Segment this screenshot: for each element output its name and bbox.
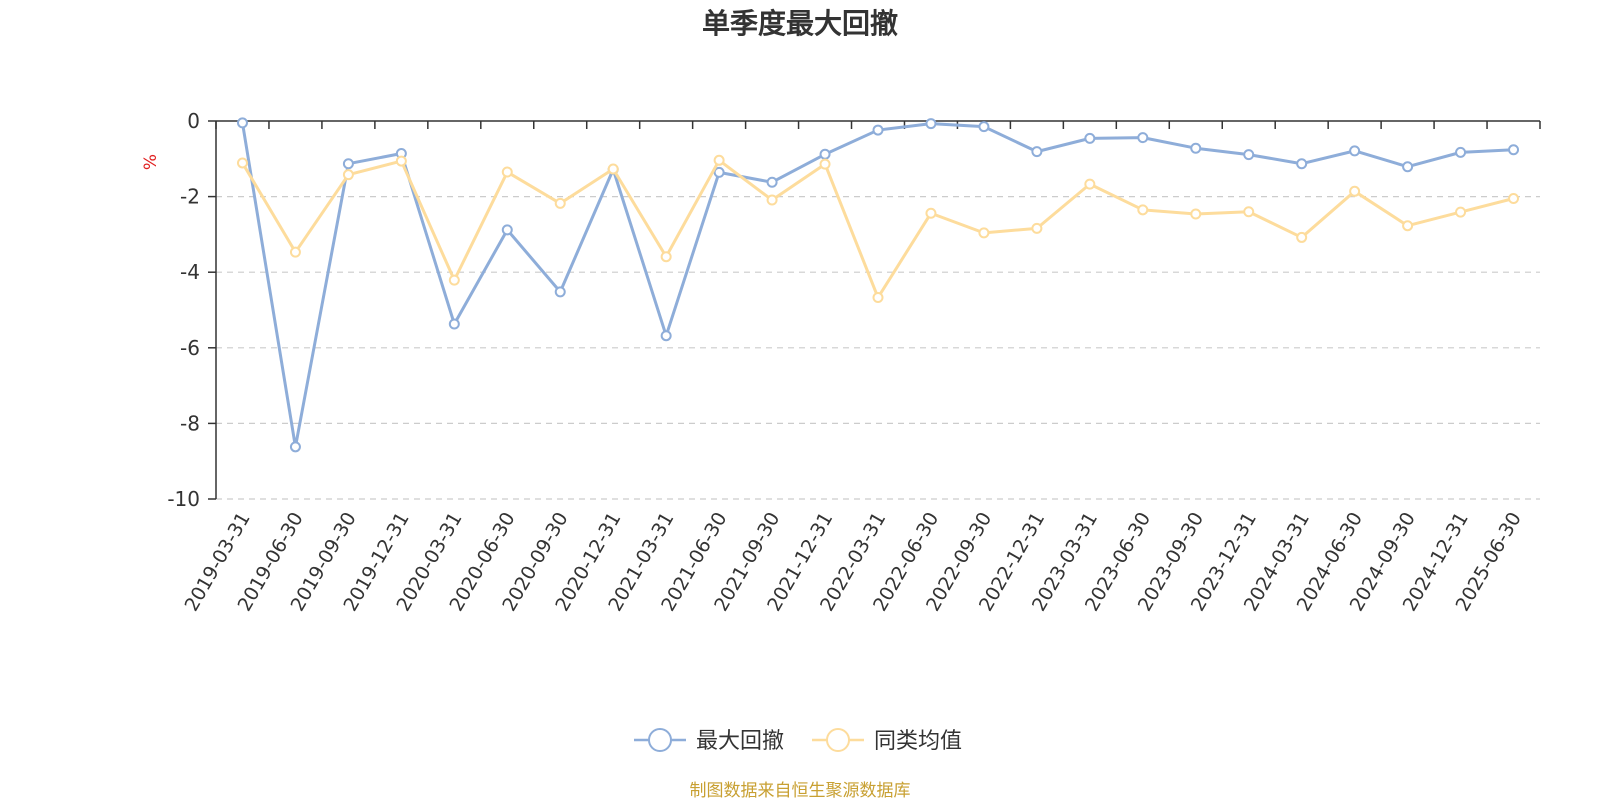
data-point: [1349, 145, 1361, 157]
data-point: [1084, 178, 1096, 190]
data-point: [1243, 149, 1255, 161]
data-point: [978, 227, 990, 239]
data-point: [236, 117, 248, 129]
data-point: [819, 158, 831, 170]
y-tick-label: -10: [167, 487, 200, 511]
data-point: [660, 330, 672, 342]
series-group: [236, 117, 1520, 453]
y-tick-label: -4: [180, 260, 200, 284]
data-point: [1349, 185, 1361, 197]
axes: [208, 120, 1541, 500]
series-line: [241, 158, 1514, 300]
data-point: [607, 163, 619, 175]
data-point: [872, 124, 884, 136]
y-tick-label: -6: [180, 336, 200, 360]
legend[interactable]: 最大回撤 同类均值: [634, 728, 962, 754]
data-point: [501, 166, 513, 178]
data-point: [713, 154, 725, 166]
data-point: [448, 318, 460, 330]
chart-title: 单季度最大回撤: [702, 7, 898, 40]
y-tick-label: -2: [180, 185, 200, 209]
data-point: [501, 224, 513, 236]
series-2: [236, 154, 1520, 304]
grid-lines: [216, 196, 1540, 500]
data-point: [766, 194, 778, 206]
data-point: [1243, 206, 1255, 218]
legend-marker: [648, 728, 672, 752]
data-point: [660, 251, 672, 263]
data-point: [554, 286, 566, 298]
data-point: [554, 197, 566, 209]
data-point: [1402, 220, 1414, 232]
data-point: [1296, 158, 1308, 170]
data-point: [1190, 142, 1202, 154]
series-line: [240, 122, 1514, 449]
data-point: [1508, 144, 1520, 156]
series-1: [236, 117, 1520, 453]
data-point: [1455, 146, 1467, 158]
data-point: [395, 155, 407, 167]
x-axis-ticks: 2019-03-312019-06-302019-09-302019-12-31…: [181, 509, 1526, 616]
y-axis-ticks: 0 -2 -4 -6 -8 -10: [167, 109, 200, 511]
data-point: [289, 246, 301, 258]
legend-item-2[interactable]: 同类均值: [812, 728, 962, 754]
data-point: [766, 176, 778, 188]
data-point: [342, 169, 354, 181]
y-tick-label: -8: [180, 411, 200, 435]
data-point: [236, 157, 248, 169]
data-point: [925, 207, 937, 219]
data-point: [872, 292, 884, 304]
data-point: [1296, 231, 1308, 243]
y-axis-unit: %: [141, 154, 161, 170]
data-point: [342, 158, 354, 170]
data-point: [925, 118, 937, 130]
data-point: [819, 148, 831, 160]
data-point: [1031, 146, 1043, 158]
data-point: [1508, 192, 1520, 204]
data-point: [713, 166, 725, 178]
data-point: [448, 274, 460, 286]
data-point: [978, 121, 990, 133]
data-point: [1455, 206, 1467, 218]
data-point: [1402, 161, 1414, 173]
legend-marker: [826, 728, 850, 752]
legend-item-1[interactable]: 最大回撤: [634, 728, 784, 754]
legend-label: 最大回撤: [696, 729, 784, 754]
data-point: [1137, 132, 1149, 144]
data-point: [1190, 208, 1202, 220]
y-tick-label: 0: [187, 109, 200, 133]
data-point: [289, 441, 301, 453]
data-point: [1031, 222, 1043, 234]
data-source-note: 制图数据来自恒生聚源数据库: [690, 781, 911, 800]
data-point: [1137, 204, 1149, 216]
data-point: [1084, 132, 1096, 144]
legend-label: 同类均值: [874, 729, 962, 754]
